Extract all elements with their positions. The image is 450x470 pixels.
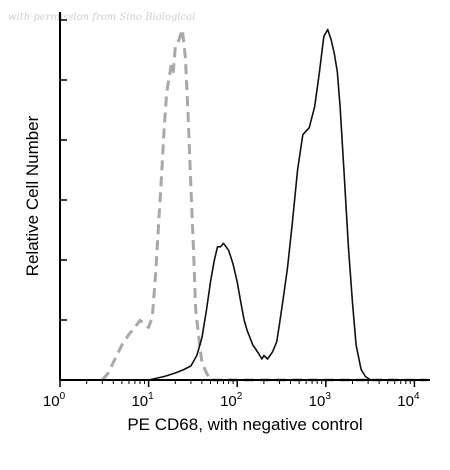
x-tick-label: 102 [220,391,243,410]
x-tick-label: 100 [43,391,66,410]
y-axis-ticks [60,19,67,321]
x-tick-label: 103 [309,391,332,410]
x-tick-label: 101 [131,391,154,410]
x-axis-title: PE CD68, with negative control [127,415,362,434]
watermark-text: with permission from Sino Biological [8,12,195,23]
series-line-pe-cd68 [113,28,376,381]
x-tick-label: 104 [397,391,420,410]
series-line-negative-control [101,28,428,382]
plot-area: 100 101 102 103 104 [43,12,430,410]
y-axis-title: Relative Cell Number [23,115,42,276]
x-axis-tick-labels: 100 101 102 103 104 [43,391,420,410]
series-layer [101,28,428,382]
x-axis-ticks [59,380,416,387]
